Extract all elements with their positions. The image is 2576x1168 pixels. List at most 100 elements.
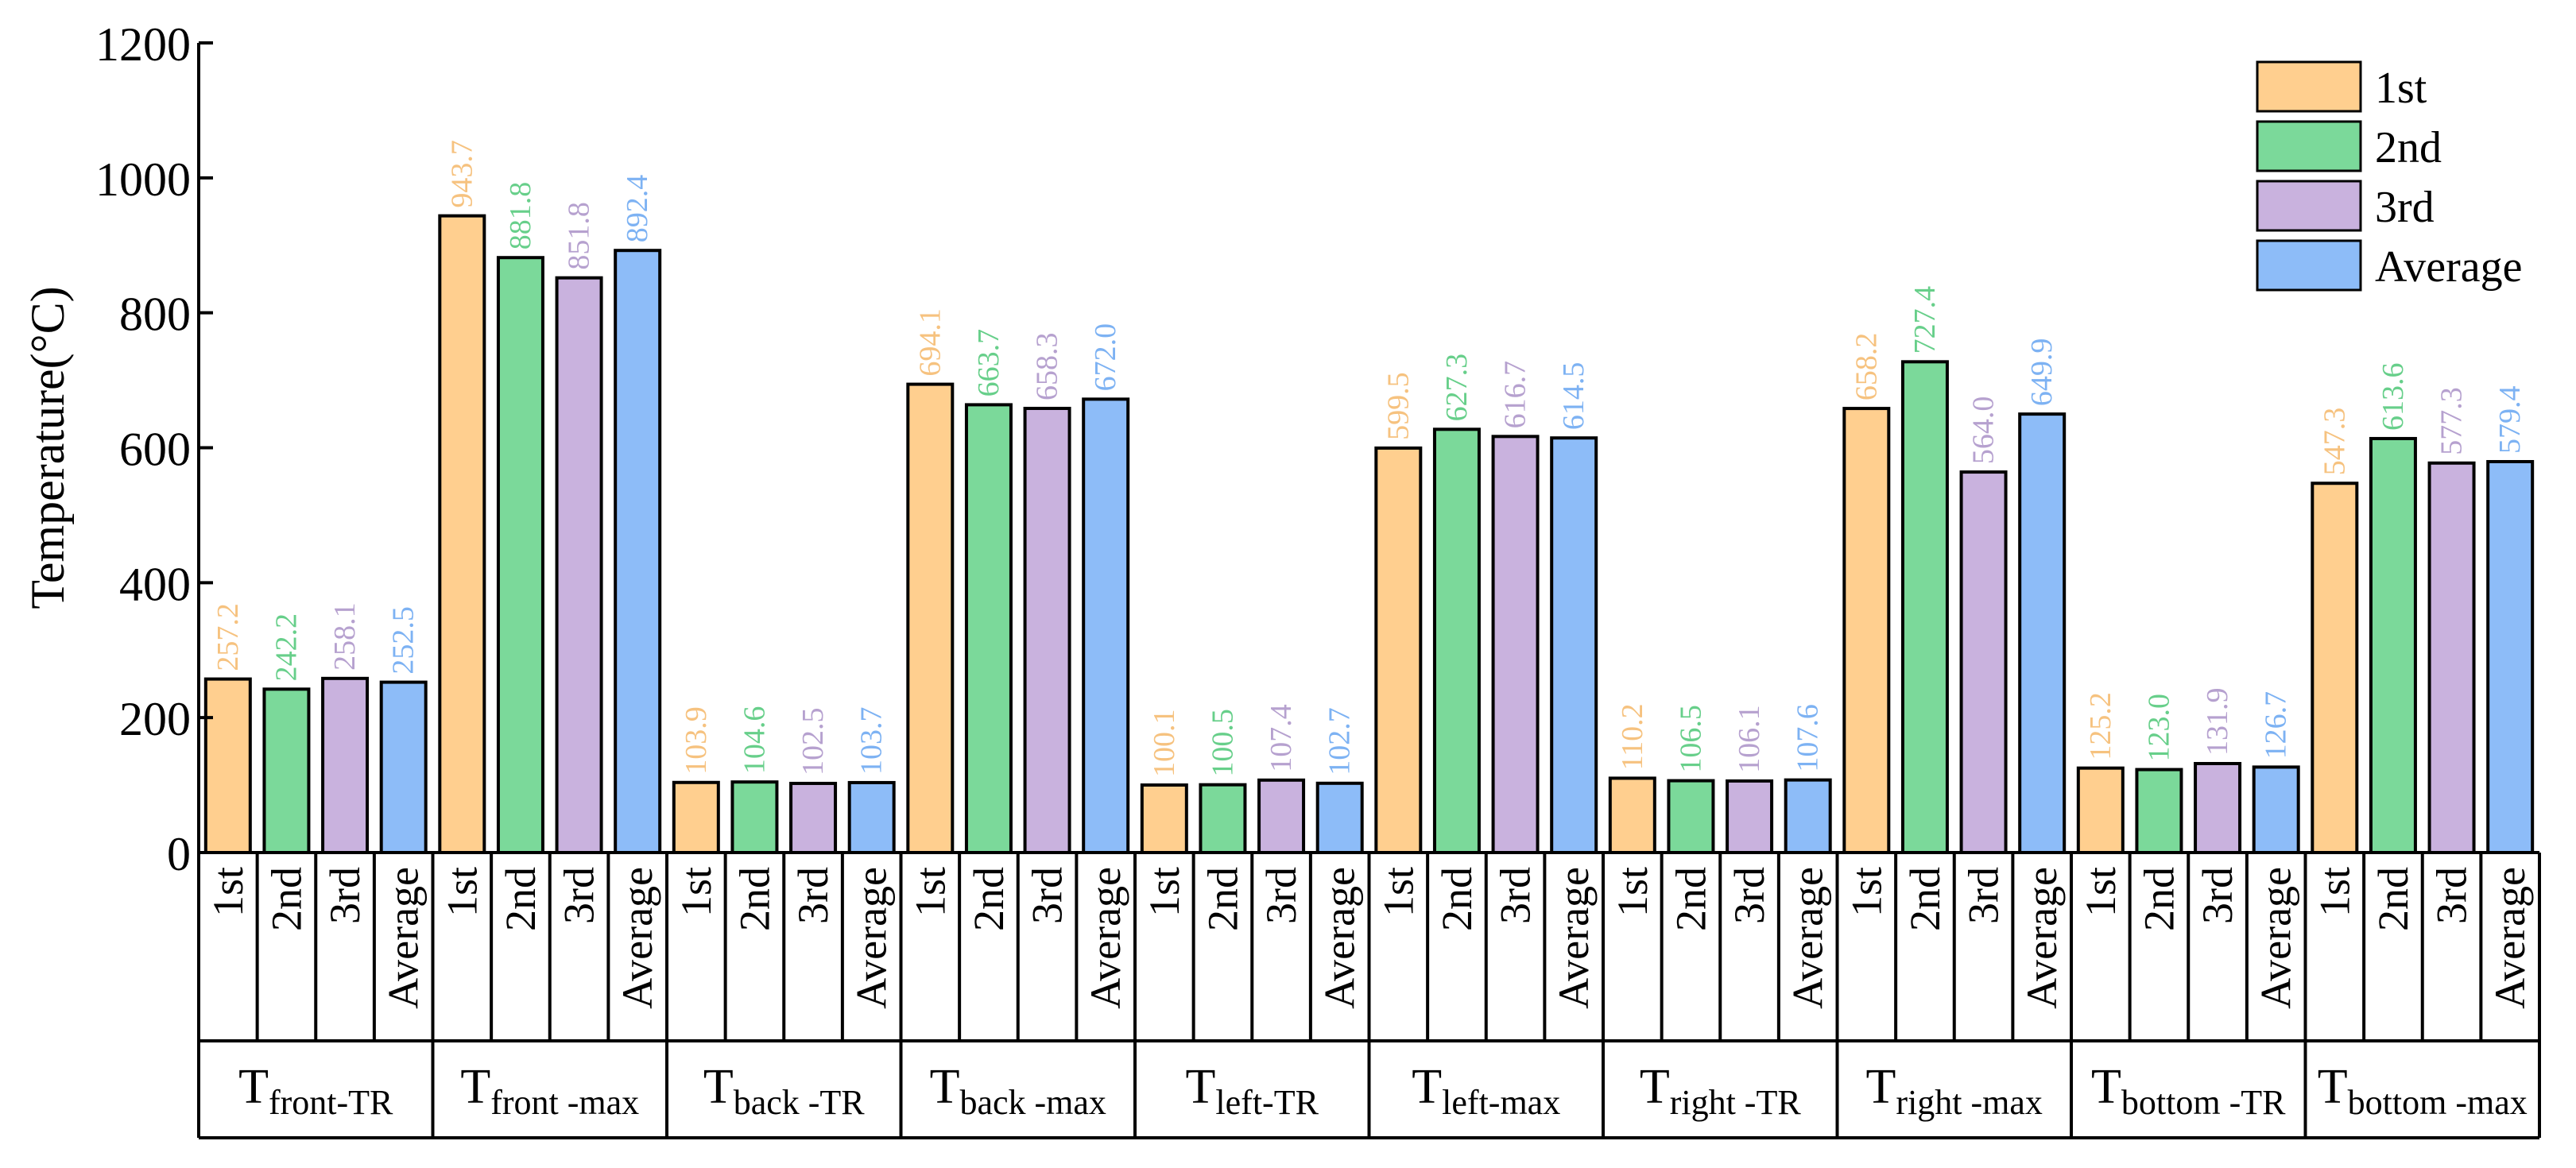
group-label-base: T — [1640, 1060, 1670, 1114]
y-tick-label: 600 — [119, 423, 191, 476]
x-tick-label-3rd: 3rd — [789, 867, 837, 924]
bar-2-2 — [789, 781, 838, 854]
bar-4-2 — [1257, 778, 1306, 854]
x-tick-label-average: Average — [848, 867, 896, 1009]
bar-value-label: 672.0 — [1089, 323, 1122, 392]
bar-8-1 — [2135, 768, 2183, 854]
bar-1-3 — [614, 249, 662, 854]
bar-4-0 — [1140, 783, 1188, 854]
group-label-base: T — [238, 1060, 269, 1114]
x-tick-label-2nd: 2nd — [1433, 867, 1481, 931]
group-label-subscript: right -max — [1896, 1083, 2043, 1122]
bar-5-0 — [1374, 446, 1423, 854]
bar-value-label: 257.2 — [211, 603, 245, 671]
group-label-subscript: front -max — [490, 1083, 639, 1122]
x-tick-label-average: Average — [2253, 867, 2300, 1009]
y-tick-label: 0 — [167, 828, 191, 880]
x-tick-label-2nd: 2nd — [2135, 867, 2183, 931]
x-tick-label-3rd: 3rd — [556, 867, 603, 924]
group-label-base: T — [930, 1060, 960, 1114]
bar-value-label: 613.6 — [2377, 362, 2410, 431]
bar-8-3 — [2252, 765, 2300, 854]
bar-value-label: 126.7 — [2260, 691, 2293, 760]
group-label-base: T — [703, 1060, 734, 1114]
bar-5-1 — [1432, 427, 1481, 854]
x-tick-label-2nd: 2nd — [730, 867, 778, 931]
x-tick-label-3rd: 3rd — [1726, 867, 1773, 924]
group-label: Tfront-TR — [238, 1060, 393, 1122]
bar-value-label: 579.4 — [2493, 385, 2527, 454]
bar-7-0 — [1842, 407, 1891, 854]
bar-5-3 — [1550, 436, 1598, 854]
x-tick-label-average: Average — [1784, 867, 1832, 1009]
bar-4-1 — [1199, 783, 1247, 854]
legend-label: 3rd — [2375, 183, 2435, 232]
legend-swatch-3rd — [2256, 180, 2362, 232]
bar-value-label: 658.2 — [1850, 333, 1883, 401]
x-tick-label-1st: 1st — [438, 867, 486, 917]
x-tick-label-2nd: 2nd — [497, 867, 544, 931]
bar-6-3 — [1784, 778, 1832, 854]
x-tick-label-average: Average — [614, 867, 661, 1009]
bar-6-0 — [1608, 776, 1656, 854]
group-label-base: T — [2091, 1060, 2121, 1114]
bar-8-0 — [2076, 766, 2125, 854]
x-tick-label-2nd: 2nd — [262, 867, 310, 931]
y-axis-title: Temperature(°C) — [21, 286, 74, 609]
x-tick-label-3rd: 3rd — [1024, 867, 1071, 924]
bar-value-label: 100.5 — [1206, 709, 1239, 777]
bar-3-3 — [1082, 397, 1130, 854]
x-tick-label-3rd: 3rd — [2428, 867, 2476, 924]
group-label: Tbottom -max — [2318, 1060, 2528, 1122]
bar-3-1 — [964, 403, 1013, 854]
bar-value-label: 106.1 — [1733, 705, 1766, 773]
legend-swatch-2nd — [2256, 120, 2362, 172]
bar-9-2 — [2427, 461, 2476, 854]
bar-value-label: 107.6 — [1792, 704, 1825, 772]
x-tick-label-1st: 1st — [1842, 867, 1890, 917]
bar-value-label: 100.1 — [1148, 709, 1181, 777]
bar-0-2 — [321, 676, 370, 854]
group-label: Tleft-max — [1412, 1060, 1560, 1122]
group-label-base: T — [460, 1060, 490, 1114]
bar-value-label: 649.9 — [2025, 338, 2059, 407]
bar-value-label: 599.5 — [1381, 372, 1415, 440]
x-tick-label-average: Average — [1550, 867, 1598, 1009]
bar-4-3 — [1315, 781, 1364, 855]
bar-3-0 — [906, 382, 955, 854]
bar-0-3 — [379, 680, 428, 854]
bar-2-3 — [847, 780, 896, 854]
x-tick-label-1st: 1st — [672, 867, 720, 917]
group-label: Tback -TR — [703, 1060, 865, 1122]
y-tick-label: 200 — [119, 693, 191, 745]
bar-5-2 — [1491, 435, 1540, 854]
bar-value-label: 577.3 — [2435, 387, 2469, 455]
bar-7-1 — [1900, 360, 1949, 854]
bar-value-label: 851.8 — [563, 202, 596, 270]
x-tick-label-1st: 1st — [906, 867, 954, 917]
bar-value-label: 258.1 — [328, 602, 362, 671]
x-tick-label-2nd: 2nd — [2369, 867, 2417, 931]
legend-swatch-1st — [2256, 60, 2362, 113]
x-tick-label-2nd: 2nd — [965, 867, 1013, 931]
bar-value-label: 694.1 — [913, 308, 947, 377]
bar-8-2 — [2194, 761, 2242, 855]
x-tick-label-3rd: 3rd — [2194, 867, 2241, 924]
bar-value-label: 102.7 — [1323, 707, 1357, 775]
x-tick-label-1st: 1st — [1141, 867, 1188, 917]
x-tick-label-3rd: 3rd — [321, 867, 369, 924]
bar-0-0 — [203, 677, 252, 855]
bar-value-label: 564.0 — [1967, 396, 2001, 465]
bar-1-1 — [496, 256, 544, 854]
bar-6-1 — [1667, 779, 1715, 854]
group-label-subscript: left-TR — [1215, 1083, 1319, 1122]
group-label-base: T — [1866, 1060, 1896, 1114]
bar-value-label: 110.2 — [1616, 703, 1649, 770]
x-tick-label-3rd: 3rd — [1960, 867, 2008, 924]
x-tick-label-1st: 1st — [1374, 867, 1422, 917]
x-tick-label-average: Average — [1316, 867, 1364, 1009]
group-label: Tright -max — [1866, 1060, 2043, 1122]
group-label: Tright -TR — [1640, 1060, 1802, 1122]
x-tick-label-1st: 1st — [2311, 867, 2358, 917]
